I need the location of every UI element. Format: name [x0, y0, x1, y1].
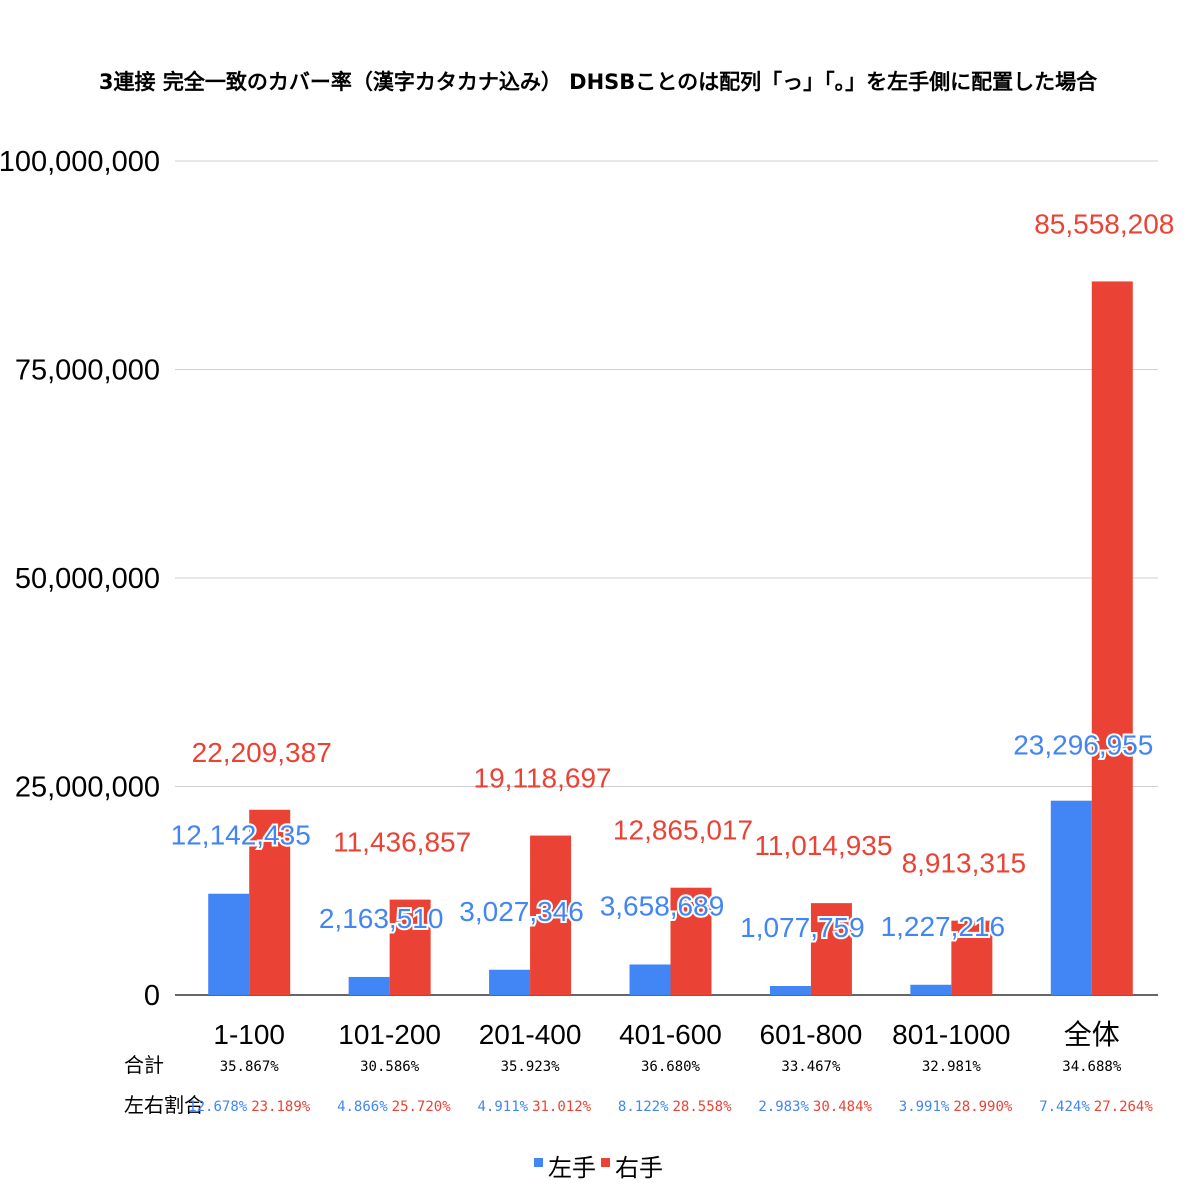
legend-label-right: 右手: [615, 1154, 663, 1182]
data-label-left: 12,142,435: [171, 820, 311, 851]
data-label-right: 8,913,315: [902, 848, 1027, 879]
ratio-row-label: 左右割合: [124, 1093, 204, 1117]
x-tick-label: 401-600: [619, 1019, 722, 1050]
x-axis: 1-100 101-200 201-400 401-600 601-800 801-100…: [213, 1019, 1119, 1050]
bar-right: [810, 903, 852, 995]
y-tick-label: 25,000,000: [15, 772, 160, 804]
bar-left: [1050, 800, 1092, 995]
right-ratio: 31.012%: [532, 1099, 592, 1115]
right-ratio: 30.484%: [813, 1099, 873, 1115]
y-tick-label: 50,000,000: [15, 563, 160, 595]
legend: 左手 右手: [534, 1154, 663, 1182]
chart-title: 3連接 完全一致のカバー率（漢字カタカナ込み） DHSBことのは配列「っ」「。」…: [99, 70, 1098, 94]
y-tick-label: 100,000,000: [0, 146, 160, 178]
x-tick-label: 101-200: [338, 1019, 441, 1050]
total-percentage: 35.923%: [501, 1059, 561, 1075]
percentage-annotations: 35.867% 12.678% 23.189% 30.586% 4.866% 25.720…: [188, 1059, 1153, 1115]
bar-right: [1091, 281, 1133, 995]
data-label-right: 85,558,208: [1034, 208, 1174, 239]
bar-left: [769, 986, 811, 995]
right-ratio: 23.189%: [251, 1099, 311, 1115]
bar-left: [629, 964, 671, 995]
bars: [208, 281, 1133, 995]
legend-swatch-left: [534, 1158, 543, 1167]
bar-right: [530, 835, 572, 995]
right-ratio: 28.558%: [673, 1099, 733, 1115]
data-label-right: 19,118,697: [474, 763, 612, 794]
left-ratio: 3.991%: [899, 1099, 950, 1115]
data-label-right: 12,865,017: [613, 815, 753, 846]
total-percentage: 35.867%: [220, 1059, 280, 1075]
data-label-left: 2,163,510: [319, 903, 444, 934]
x-tick-label: 201-400: [479, 1019, 582, 1050]
data-label-left: 1,077,759: [740, 912, 865, 943]
data-label-left: 3,027,346: [459, 896, 584, 927]
total-percentage: 30.586%: [360, 1059, 420, 1075]
left-ratio: 4.866%: [337, 1099, 388, 1115]
total-row-label: 合計: [124, 1053, 164, 1077]
data-label-right: 11,436,857: [333, 827, 471, 858]
left-ratio: 8.122%: [618, 1099, 669, 1115]
bar-right: [249, 809, 291, 995]
bar-left: [348, 976, 390, 995]
left-ratio: 7.424%: [1039, 1099, 1090, 1115]
bar-left: [489, 969, 531, 995]
bar-right: [670, 887, 712, 995]
data-label-right: 11,014,935: [754, 830, 892, 861]
y-axis: 0 25,000,000 50,000,000 75,000,000 100,000,0…: [0, 146, 160, 1012]
legend-label-left: 左手: [548, 1154, 596, 1182]
data-label-left: 23,296,955: [1013, 730, 1153, 761]
x-tick-label: 601-800: [760, 1019, 863, 1050]
total-percentage: 34.688%: [1062, 1059, 1122, 1075]
total-percentage: 36.680%: [641, 1059, 701, 1075]
bar-left: [910, 984, 952, 995]
bar-right: [389, 899, 431, 995]
total-percentage: 32.981%: [922, 1059, 982, 1075]
x-tick-label: 801-1000: [892, 1019, 1010, 1050]
right-ratio: 28.990%: [953, 1099, 1013, 1115]
data-label-left: 3,658,689: [600, 890, 725, 921]
bar-right: [951, 920, 993, 995]
bar-left: [208, 893, 250, 995]
y-tick-label: 75,000,000: [15, 355, 160, 387]
y-tick-label: 0: [144, 980, 160, 1012]
data-labels: 22,209,387 12,142,435 11,436,857 2,163,510 1…: [169, 208, 1175, 945]
right-ratio: 27.264%: [1094, 1099, 1154, 1115]
left-ratio: 2.983%: [758, 1099, 809, 1115]
data-label-left: 1,227,216: [881, 911, 1006, 942]
left-ratio: 12.678%: [188, 1099, 248, 1115]
data-label-right: 22,209,387: [192, 737, 332, 768]
left-ratio: 4.911%: [477, 1099, 528, 1115]
legend-swatch-right: [601, 1158, 610, 1167]
right-ratio: 25.720%: [392, 1099, 452, 1115]
total-percentage: 33.467%: [781, 1059, 841, 1075]
x-tick-label: 1-100: [213, 1019, 285, 1050]
x-tick-label: 全体: [1064, 1019, 1120, 1050]
